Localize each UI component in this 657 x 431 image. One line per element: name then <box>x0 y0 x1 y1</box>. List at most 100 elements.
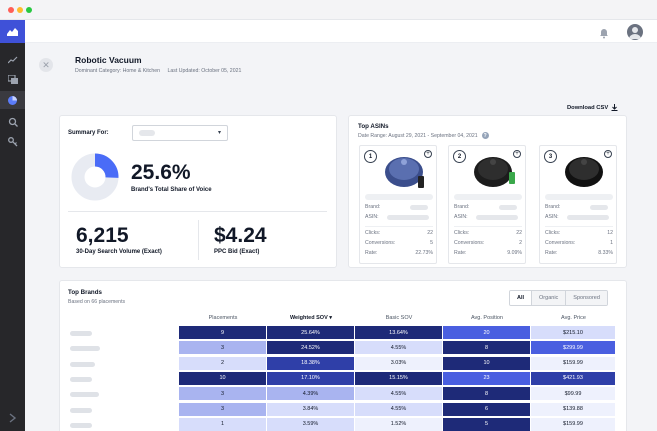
conversions-value: 2 <box>519 240 522 246</box>
share-of-voice-label: Brand's Total Share of Voice <box>131 187 212 193</box>
page-title: Robotic Vacuum <box>75 55 142 65</box>
clicks-row: Clicks: 22 <box>365 230 433 236</box>
asin-card[interactable]: 3 + Brand: ASIN: Clicks: 12 Conversions: 1 Rate… <box>539 145 617 264</box>
top-bar <box>25 20 657 43</box>
conversions-label: Conversions: <box>365 240 396 246</box>
table-cell: 10 <box>443 356 531 371</box>
brand-label: Brand: <box>454 204 470 210</box>
table-cell: $299.99 <box>531 341 616 356</box>
asin-label: ASIN: <box>545 214 559 220</box>
chevron-right-icon[interactable] <box>4 411 21 423</box>
asin-value-placeholder <box>567 215 609 220</box>
brand-name-placeholder[interactable] <box>70 346 100 352</box>
rank-badge: 2 <box>453 150 466 163</box>
table-cell: 2 <box>179 356 267 371</box>
search-icon[interactable] <box>6 115 19 128</box>
conversions-row: Conversions: 2 <box>454 240 522 246</box>
asin-divider <box>545 226 613 227</box>
brand-label: Brand: <box>545 204 561 210</box>
brand-name-placeholder[interactable] <box>70 422 92 428</box>
asin-value-placeholder <box>476 215 518 220</box>
table-cell: 3 <box>179 341 267 356</box>
robot-vacuum-image <box>471 148 517 192</box>
layers-icon[interactable] <box>6 73 19 86</box>
close-window-button[interactable] <box>8 7 14 13</box>
top-asins-title: Top ASINs <box>358 123 389 130</box>
table-cell: 1.52% <box>355 417 443 431</box>
column-header[interactable]: Placements <box>208 315 238 321</box>
table-cell: 3 <box>179 387 267 402</box>
brand-name-placeholder[interactable] <box>70 392 99 398</box>
rate-row: Rate: 8.33% <box>545 250 613 256</box>
table-cell: 3.03% <box>355 356 443 371</box>
asin-card[interactable]: 2 + Brand: ASIN: Clicks: 22 Conversions: 2 Rate… <box>448 145 526 264</box>
close-icon[interactable]: ✕ <box>39 58 53 72</box>
table-cell: 4.55% <box>355 341 443 356</box>
user-avatar-icon[interactable] <box>627 24 643 40</box>
help-icon[interactable]: ? <box>481 132 489 139</box>
brand-name-placeholder[interactable] <box>70 331 92 336</box>
download-csv-button[interactable]: Download CSV <box>567 104 618 111</box>
ppc-bid-value: $4.24 <box>214 224 267 247</box>
column-header[interactable]: Basic SOV <box>385 315 413 321</box>
table-cell: 13.64% <box>355 326 443 340</box>
rate-row: Rate: 9.09% <box>454 250 522 256</box>
brand-name-placeholder[interactable] <box>70 376 92 382</box>
table-cell: 6 <box>443 402 531 417</box>
table-cell: 5 <box>443 417 531 431</box>
line-chart-icon[interactable] <box>6 53 19 66</box>
add-icon[interactable]: + <box>513 150 521 158</box>
add-icon[interactable]: + <box>604 150 612 158</box>
table-cell: $421.93 <box>531 371 616 386</box>
table-cell: $99.99 <box>531 387 616 402</box>
table-cell: 15.15% <box>355 371 443 386</box>
download-csv-label: Download CSV <box>567 104 609 111</box>
brand-select[interactable]: ▾ <box>132 125 228 141</box>
rate-label: Rate: <box>454 250 467 256</box>
table-cell: 3 <box>179 402 267 417</box>
column-header[interactable]: Avg. Price <box>561 315 586 321</box>
asin-divider <box>365 226 433 227</box>
key-icon[interactable] <box>6 135 19 148</box>
rank-badge: 1 <box>364 150 377 163</box>
top-brands-title: Top Brands <box>68 289 102 296</box>
window-titlebar <box>0 0 657 20</box>
asin-divider <box>454 226 522 227</box>
clicks-row: Clicks: 22 <box>454 230 522 236</box>
summary-divider <box>68 211 327 212</box>
clicks-row: Clicks: 12 <box>545 230 613 236</box>
table-cell: 17.10% <box>267 371 355 386</box>
table-cell: 4.39% <box>267 387 355 402</box>
asin-value-placeholder <box>387 215 429 220</box>
bell-icon[interactable] <box>598 26 610 39</box>
share-of-voice-value: 25.6% <box>131 161 191 184</box>
share-of-voice-donut <box>71 153 119 201</box>
product-title-placeholder <box>545 194 613 200</box>
brand-label: Brand: <box>365 204 381 210</box>
conversions-value: 5 <box>430 240 433 246</box>
tab-all[interactable]: All <box>510 291 532 305</box>
column-header[interactable]: Weighted SOV ▾ <box>289 315 333 321</box>
summary-for-label: Summary For: <box>68 130 109 136</box>
column-header[interactable]: Avg. Position <box>470 315 503 321</box>
date-range-text: Date Range: August 29, 2021 - September … <box>358 132 478 139</box>
conversions-row: Conversions: 5 <box>365 240 433 246</box>
tab-sponsored[interactable]: Sponsored <box>565 291 607 305</box>
rate-value: 8.33% <box>598 250 613 256</box>
stats-divider <box>198 220 199 260</box>
conversions-value: 1 <box>610 240 613 246</box>
minimize-window-button[interactable] <box>17 7 23 13</box>
hand-logo-icon[interactable] <box>0 20 25 43</box>
product-title-placeholder <box>365 194 433 200</box>
maximize-window-button[interactable] <box>26 7 32 13</box>
brand-value-placeholder <box>410 205 428 210</box>
asin-card[interactable]: 1 + Brand: ASIN: Clicks: 22 Conversions: 5 Rate… <box>359 145 437 264</box>
brand-name-placeholder[interactable] <box>70 361 95 367</box>
brand-name-placeholder[interactable] <box>70 407 92 413</box>
asin-label: ASIN: <box>454 214 468 220</box>
ppc-bid-label: PPC Bid (Exact) <box>214 249 260 255</box>
tab-organic[interactable]: Organic <box>531 291 566 305</box>
rate-value: 9.09% <box>507 250 522 256</box>
pie-chart-icon[interactable] <box>0 91 25 109</box>
add-icon[interactable]: + <box>424 150 432 158</box>
